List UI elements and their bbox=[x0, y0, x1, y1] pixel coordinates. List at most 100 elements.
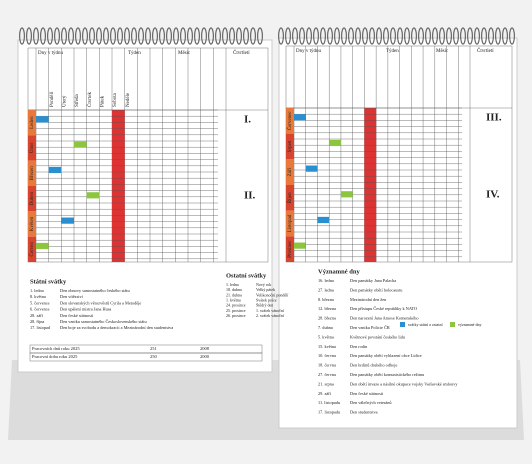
spiral-ring bbox=[390, 27, 397, 45]
spiral-ring bbox=[453, 27, 460, 45]
spiral-ring bbox=[145, 27, 152, 45]
month-label: Srpen bbox=[288, 140, 293, 152]
item-text: Den obětí invaze a násilné okupace vojsk… bbox=[350, 381, 458, 386]
quarter-label: III. bbox=[486, 112, 502, 124]
spiral-ring bbox=[509, 27, 516, 45]
spiral-ring bbox=[411, 27, 418, 45]
item-text: Den upálení mistra Jana Husa bbox=[60, 307, 111, 312]
summary-cell: Pracovních dnů roku 2025 bbox=[32, 346, 80, 351]
list-title: Ostatní svátky bbox=[226, 272, 267, 279]
item-text: Den narození Jana Amose Komenského bbox=[350, 316, 419, 321]
item-date: 28. října bbox=[30, 319, 44, 324]
item-text: Mezinárodní den žen bbox=[350, 297, 387, 302]
month-cell bbox=[286, 108, 294, 134]
summary-row bbox=[29, 352, 263, 362]
holiday-cell bbox=[317, 216, 330, 224]
spiral-ring bbox=[46, 27, 53, 45]
header: Měsíc bbox=[178, 51, 191, 56]
item-text: Den vzniku samostatného Československého… bbox=[60, 319, 147, 324]
spiral-ring bbox=[173, 27, 180, 45]
item-text: Nový rok bbox=[256, 282, 271, 287]
item-text: Velikonoční pondělí bbox=[256, 292, 289, 297]
spiral-ring bbox=[159, 27, 166, 45]
holiday-cell bbox=[86, 192, 100, 199]
spiral-ring bbox=[285, 27, 292, 45]
item-text: Den vítězství bbox=[60, 294, 84, 299]
spiral-ring bbox=[418, 27, 425, 45]
spiral-ring bbox=[194, 27, 201, 45]
spiral-ring bbox=[81, 27, 88, 45]
header: Čtvrtletí bbox=[233, 50, 250, 56]
spiral-ring bbox=[26, 27, 33, 45]
spiral bbox=[19, 27, 516, 45]
summary-cell: Pracovní doba roku 2025 bbox=[32, 354, 78, 359]
spiral-ring bbox=[432, 27, 439, 45]
spiral-ring bbox=[257, 27, 264, 45]
spiral-ring bbox=[348, 27, 355, 45]
spiral-ring bbox=[299, 27, 306, 45]
spiral-ring bbox=[215, 27, 222, 45]
month-cell bbox=[28, 211, 36, 237]
spiral-ring bbox=[53, 27, 60, 45]
weekday-header: Pondělí bbox=[50, 91, 55, 107]
summary-cell: 250 bbox=[150, 354, 158, 359]
item-text: Den obnovy samostatného českého státu bbox=[60, 288, 131, 293]
month-label: Říjen bbox=[287, 192, 293, 203]
item-date: 18. dubna bbox=[226, 287, 242, 292]
holiday-cell bbox=[294, 114, 306, 121]
weekday-header: Čtvrtek bbox=[87, 92, 93, 107]
item-date: 15. května bbox=[318, 344, 336, 349]
spiral-ring bbox=[502, 27, 509, 45]
spiral-ring bbox=[292, 27, 299, 45]
spiral-ring bbox=[355, 27, 362, 45]
item-date: 17. listopad bbox=[30, 325, 51, 330]
month-label: Září bbox=[288, 167, 293, 176]
weekday-header: Úterý bbox=[61, 95, 67, 107]
header: Dny v týdnu bbox=[38, 51, 64, 56]
spiral-ring bbox=[201, 27, 208, 45]
holiday-cell bbox=[36, 242, 49, 250]
item-date: 27. června bbox=[318, 372, 336, 377]
item-date: 7. dubna bbox=[318, 325, 333, 330]
spiral-ring bbox=[60, 27, 67, 45]
month-cell bbox=[286, 210, 294, 237]
weekday-header: Středa bbox=[75, 93, 80, 107]
quarter-label: II. bbox=[244, 190, 256, 202]
item-date: 21. srpna bbox=[318, 381, 334, 386]
item-text: Den vzniku Policie ČR bbox=[350, 325, 390, 330]
header: Týden bbox=[128, 51, 141, 56]
item-date: 8. května bbox=[30, 294, 46, 299]
holiday-cell bbox=[61, 217, 74, 224]
spiral-ring bbox=[306, 27, 313, 45]
item-text: Štědrý den bbox=[256, 303, 273, 308]
spiral-ring bbox=[446, 27, 453, 45]
spiral-ring bbox=[131, 27, 138, 45]
spiral-ring bbox=[19, 27, 26, 45]
month-label: Březen bbox=[30, 166, 35, 181]
item-date: 25. prosince bbox=[226, 308, 246, 313]
month-cell bbox=[286, 236, 294, 262]
spiral-ring bbox=[236, 27, 243, 45]
item-text: Velký pátek bbox=[256, 287, 275, 292]
item-text: Den slovanských věrozvěstů Cyrila a Meto… bbox=[60, 300, 141, 305]
month-cell bbox=[286, 159, 294, 185]
month-label: Únor bbox=[29, 143, 35, 154]
spiral-ring bbox=[467, 27, 474, 45]
spiral-ring bbox=[278, 27, 285, 45]
spiral-ring bbox=[39, 27, 46, 45]
item-date: 1. ledna bbox=[226, 282, 239, 287]
spiral-ring bbox=[187, 27, 194, 45]
item-date: 26. prosince bbox=[226, 313, 246, 318]
summary-cell: 2008 bbox=[200, 346, 210, 351]
spiral-ring bbox=[229, 27, 236, 45]
quarter-label: IV. bbox=[486, 189, 500, 201]
item-text: Den památky obětí vyhlazení obce Lidice bbox=[350, 353, 422, 358]
item-text: 2. svátek vánoční bbox=[256, 313, 285, 318]
item-date: 29. září bbox=[318, 391, 332, 396]
month-cell bbox=[28, 236, 36, 262]
spiral-ring bbox=[95, 27, 102, 45]
spiral-ring bbox=[32, 27, 39, 45]
header: Měsíc bbox=[436, 49, 449, 54]
month-cell bbox=[28, 110, 36, 136]
spiral-ring bbox=[180, 27, 187, 45]
